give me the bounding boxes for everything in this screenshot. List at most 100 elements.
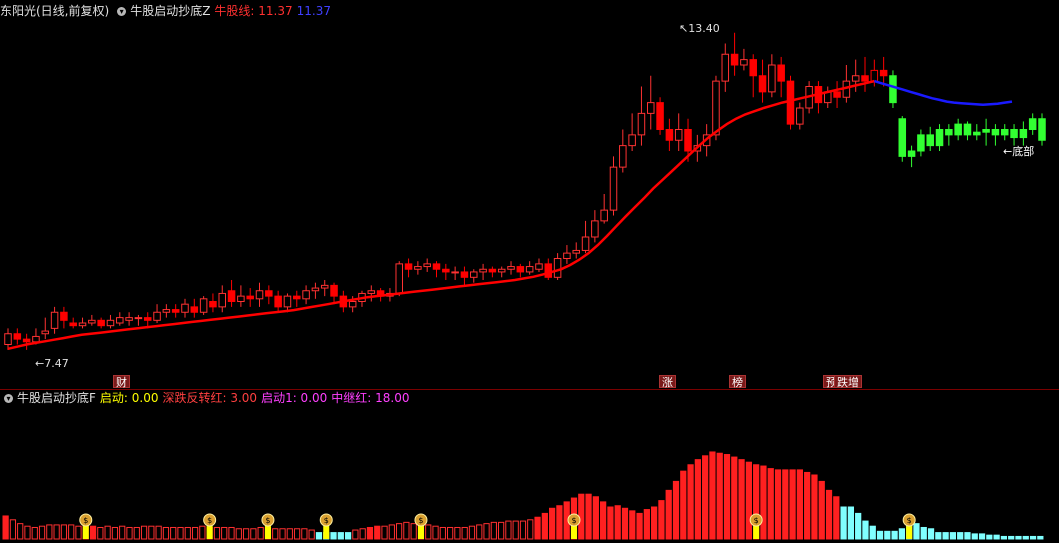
collapse-icon[interactable]: ▾	[117, 7, 127, 16]
indicator-bar	[242, 528, 250, 540]
candle-body	[97, 319, 105, 327]
candle-body	[414, 266, 422, 270]
candle-body	[851, 75, 860, 82]
signal-bar	[206, 523, 213, 539]
marker-finance[interactable]: 财	[113, 375, 130, 389]
indicator-bar	[352, 529, 359, 540]
indicator-bar	[366, 526, 374, 540]
indicator-bar	[716, 452, 723, 540]
price-chart[interactable]	[0, 18, 1059, 388]
signal-bar	[264, 523, 271, 539]
indicator-bar	[804, 471, 811, 540]
indicator-bar	[1022, 535, 1029, 540]
indicator-bar	[971, 533, 978, 540]
candle-body	[563, 252, 571, 259]
indicator-bar	[796, 469, 803, 540]
stock-title[interactable]: 东阳光(日线,前复权)	[0, 4, 110, 18]
indicator-bar	[833, 496, 840, 540]
indicator-bar	[330, 532, 337, 540]
indicator-bar	[374, 525, 381, 540]
candle-body	[1028, 118, 1037, 130]
sub-indicator-title[interactable]: 牛股启动抄底F	[17, 391, 96, 405]
bottom-tag-label: ←底部	[1003, 145, 1035, 158]
candle-body	[553, 258, 562, 278]
indicator-bar	[119, 525, 126, 540]
candle-body	[4, 333, 12, 345]
signal-bar	[417, 523, 424, 539]
money-bag-symbol: $	[324, 516, 329, 525]
candle-body	[945, 129, 953, 136]
indicator-bar	[140, 525, 148, 540]
candle-body	[237, 295, 245, 302]
candle-body	[907, 150, 916, 157]
collapse-icon-2[interactable]: ▾	[4, 394, 13, 403]
candle-body	[926, 134, 934, 147]
indicator-bar	[461, 526, 468, 540]
indicator-bar	[782, 469, 789, 540]
candle-body	[60, 311, 68, 321]
candle-body	[591, 220, 599, 238]
candle-body	[50, 311, 59, 329]
indicator-bar	[75, 525, 82, 540]
indicator-bar	[446, 526, 454, 540]
candle-body	[367, 290, 376, 294]
indicator-bar	[24, 525, 31, 540]
signal-bar	[906, 523, 913, 539]
indicator-bar	[665, 489, 672, 540]
money-bag-icon	[319, 513, 333, 527]
candle-body	[162, 309, 171, 313]
pane-divider[interactable]	[0, 389, 1059, 390]
sub-item-qidong1: 启动1: 0.00	[261, 391, 328, 405]
indicator-bar	[614, 505, 621, 540]
indicator-bar	[60, 524, 68, 540]
indicator-bar	[680, 470, 687, 540]
candle-body	[516, 266, 525, 273]
sub-indicator-chart[interactable]: $ $ $ $ $ $ $ $	[0, 409, 1059, 542]
indicator-bar	[534, 516, 541, 540]
indicator-bar	[774, 469, 782, 540]
indicator-bar	[1015, 535, 1022, 540]
indicator-bar	[549, 507, 556, 540]
candle-body	[265, 290, 273, 297]
indicator-bar	[2, 515, 9, 540]
candle-body	[544, 263, 553, 278]
signal-bar	[82, 523, 89, 539]
candle-body	[758, 75, 767, 93]
indicator-bar	[898, 528, 906, 540]
indicator-bar	[344, 532, 352, 540]
indicator-bar	[97, 526, 104, 540]
candle-body	[404, 263, 413, 270]
indicator-bar	[381, 525, 388, 540]
candle-body	[460, 271, 469, 278]
marker-rise[interactable]: 涨	[659, 375, 676, 389]
indicator-title[interactable]: 牛股启动抄底Z	[130, 4, 211, 18]
marker-fall-increase[interactable]: 跌增	[834, 375, 862, 389]
candle-body	[423, 263, 431, 268]
candle-body	[1010, 129, 1018, 139]
candle-body	[749, 59, 757, 77]
top-header: 东阳光(日线,前复权) ▾ 牛股启动抄底Z 牛股线: 11.37 11.37	[0, 3, 335, 20]
candle-body	[41, 330, 50, 335]
indicator-bar	[702, 455, 709, 540]
marker-list[interactable]: 榜	[729, 375, 746, 389]
indicator-bar	[46, 524, 53, 540]
indicator-bar	[636, 512, 643, 540]
candle-body	[181, 303, 189, 313]
indicator-bar	[257, 526, 264, 540]
candle-body	[917, 134, 925, 152]
candle-body	[535, 263, 543, 270]
indicator-bar	[199, 525, 206, 540]
indicator-bar	[68, 524, 75, 540]
indicator-bar	[643, 509, 650, 540]
candle-body	[628, 134, 636, 147]
candle-body	[218, 292, 227, 308]
money-bag-symbol: $	[754, 516, 759, 525]
candle-body	[442, 268, 450, 273]
indicator-bar	[133, 526, 140, 540]
indicator-bar	[1037, 535, 1044, 540]
indicator-bar	[592, 496, 599, 540]
candle-body	[255, 290, 264, 300]
signal-bar	[753, 523, 760, 539]
money-bag-icon	[414, 513, 428, 527]
candle-body	[143, 317, 152, 321]
